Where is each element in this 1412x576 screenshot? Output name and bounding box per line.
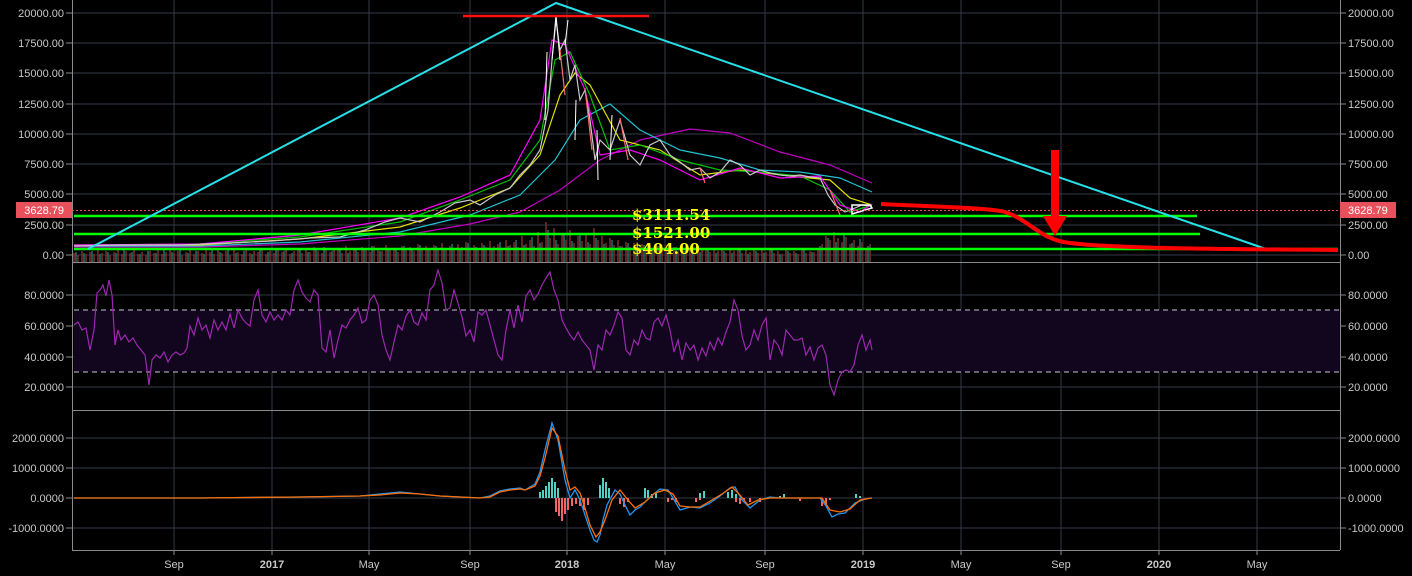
level-label-404: $404.00	[632, 240, 700, 258]
last-price-tag-right	[1340, 202, 1396, 218]
axis-tick-label: Sep	[1051, 559, 1071, 571]
ma-200-line	[74, 128, 873, 248]
axis-tick-label: Sep	[460, 559, 480, 571]
left-macd-axis[interactable]: 2000.0000 1000.0000 0.0000 -1000.0000	[8, 433, 64, 535]
axis-tick-label: 17500.00	[1348, 38, 1394, 50]
projection-curve	[880, 202, 1339, 252]
axis-tick-label: 0.00	[43, 250, 64, 262]
axis-tick-label: 0.0000	[30, 493, 64, 505]
right-rsi-axis[interactable]: 80.0000 60.0000 40.0000 20.0000	[1348, 290, 1388, 394]
axis-tick-label: 5000.00	[1348, 189, 1388, 201]
axis-tick-label: 0.0000	[1348, 493, 1382, 505]
axis-tick-label: 10000.00	[18, 129, 64, 141]
ma-100-line	[74, 103, 873, 247]
axis-tick-label: 17500.00	[18, 38, 64, 50]
axis-tick-label: May	[1247, 559, 1268, 571]
axis-tick-label: 2000.0000	[12, 433, 64, 445]
right-price-axis[interactable]: 20000.00 17500.00 15000.00 12500.00 1000…	[1340, 8, 1396, 262]
macd-pane[interactable]	[74, 420, 873, 543]
axis-tick-label: 2500.00	[24, 220, 64, 232]
down-arrow-icon	[1043, 150, 1067, 236]
axis-tick-label: 2020	[1147, 559, 1171, 571]
ma-20-line	[73, 51, 873, 246]
last-price-tag-left	[16, 202, 72, 218]
axis-tick-label: May	[655, 559, 676, 571]
axis-tick-label: -1000.0000	[1348, 523, 1404, 535]
axis-tick-label: 2017	[260, 559, 284, 571]
axis-tick-label: 10000.00	[1348, 129, 1394, 141]
axis-tick-label: 0.00	[1348, 250, 1369, 262]
axis-tick-label: 1000.0000	[1348, 463, 1400, 475]
axis-tick-label: 2018	[555, 559, 579, 571]
rsi-pane[interactable]	[73, 267, 1340, 397]
left-rsi-axis[interactable]: 80.0000 60.0000 40.0000 20.0000	[24, 290, 64, 394]
axis-tick-label: 20.0000	[1348, 382, 1388, 394]
axis-tick-label: May	[359, 559, 380, 571]
rsi-line	[73, 267, 873, 397]
axis-tick-label: 5000.00	[24, 189, 64, 201]
axis-tick-label: 60.0000	[24, 321, 64, 333]
triangle-pattern	[87, 1, 1267, 250]
axis-tick-label: 15000.00	[18, 68, 64, 80]
price-candles	[73, 14, 873, 247]
right-macd-axis[interactable]: 2000.0000 1000.0000 0.0000 -1000.0000	[1348, 433, 1404, 535]
axis-tick-label: 7500.00	[24, 159, 64, 171]
rsi-band	[74, 310, 1340, 372]
ma-50-line	[74, 72, 873, 246]
grid-lines	[72, 0, 1340, 550]
axis-tick-label: 15000.00	[1348, 68, 1394, 80]
time-axis[interactable]: Sep 2017 May Sep 2018 May Sep 2019 May S…	[164, 559, 1268, 571]
axis-ticks	[66, 12, 1346, 555]
axis-tick-label: 7500.00	[1348, 159, 1388, 171]
ma-10-line	[73, 39, 873, 246]
price-pane[interactable]: $3111.54 $1521.00 $404.00	[72, 1, 1340, 262]
axis-tick-label: 12500.00	[18, 99, 64, 111]
pane-borders	[72, 0, 1341, 551]
axis-tick-label: 20.0000	[24, 382, 64, 394]
last-price-label-right: 3628.79	[1348, 205, 1388, 217]
axis-tick-label: -1000.0000	[8, 523, 64, 535]
axis-tick-label: 2500.00	[1348, 220, 1388, 232]
level-label-1521: $1521.00	[632, 224, 710, 242]
axis-tick-label: 20000.00	[18, 8, 64, 20]
moving-averages	[73, 39, 873, 248]
macd-signal-line	[74, 426, 873, 539]
axis-tick-label: 2019	[851, 559, 875, 571]
level-label-3111: $3111.54	[632, 206, 710, 224]
last-price-label-left: 3628.79	[24, 205, 64, 217]
axis-tick-label: Sep	[164, 559, 184, 571]
axis-tick-label: 80.0000	[24, 290, 64, 302]
axis-tick-label: Sep	[755, 559, 775, 571]
left-price-axis[interactable]: 20000.00 17500.00 15000.00 12500.00 1000…	[16, 8, 72, 262]
axis-tick-label: 40.0000	[1348, 352, 1388, 364]
axis-tick-label: 1000.0000	[12, 463, 64, 475]
axis-tick-label: 80.0000	[1348, 290, 1388, 302]
axis-tick-label: 40.0000	[24, 352, 64, 364]
macd-line	[74, 420, 873, 543]
axis-tick-label: 20000.00	[1348, 8, 1394, 20]
axis-tick-label: 12500.00	[1348, 99, 1394, 111]
axis-tick-label: 60.0000	[1348, 321, 1388, 333]
volume-bars	[73, 222, 871, 262]
macd-histogram	[539, 478, 861, 521]
axis-tick-label: May	[951, 559, 972, 571]
axis-tick-label: 2000.0000	[1348, 433, 1400, 445]
